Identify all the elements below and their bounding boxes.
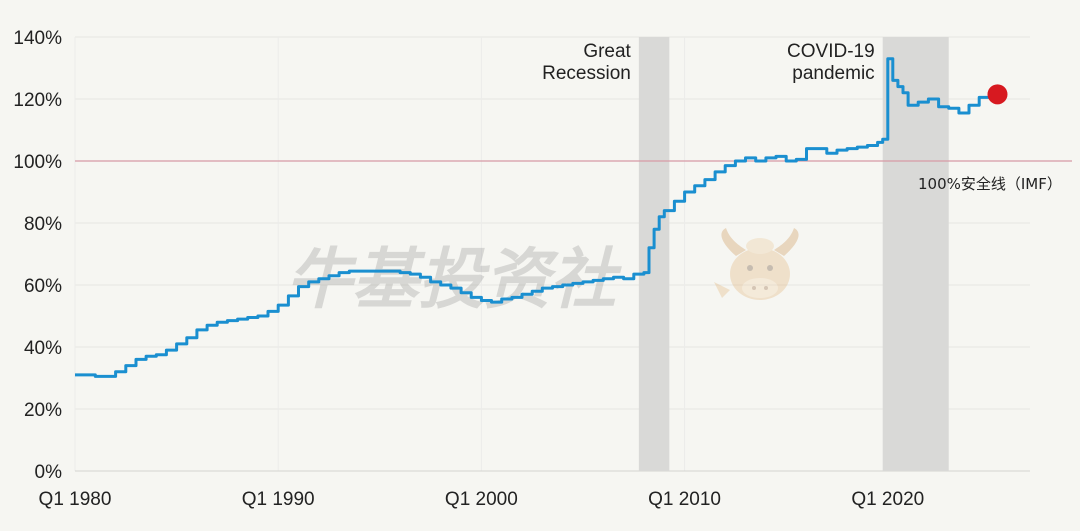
y-tick-label: 140% — [13, 28, 62, 49]
reference-line-group: 100%安全线（IMF） — [75, 160, 1072, 193]
watermark-text: 牛基投资社 — [286, 241, 622, 318]
shaded-region-label: Recession — [542, 63, 631, 84]
x-tick-label: Q1 2020 — [851, 489, 924, 510]
y-tick-label: 40% — [24, 338, 62, 359]
x-axis: Q1 1980 Q1 1990 Q1 2000 Q1 2010 Q1 2020 — [39, 489, 925, 510]
shaded-region-label: COVID-19 — [787, 41, 875, 62]
shaded-region-1 — [882, 37, 949, 471]
grid — [74, 36, 1030, 472]
y-tick-label: 120% — [13, 90, 62, 111]
x-tick-label: Q1 2000 — [445, 489, 518, 510]
x-tick-label: Q1 2010 — [648, 489, 721, 510]
reference-line-label: 100%安全线（IMF） — [918, 175, 1062, 193]
x-tick-label: Q1 1980 — [39, 489, 112, 510]
series-layer — [75, 57, 1008, 378]
y-tick-label: 20% — [24, 400, 62, 421]
watermark: 牛基投资社 — [286, 228, 799, 318]
y-tick-label: 100% — [13, 152, 62, 173]
y-tick-label: 80% — [24, 214, 62, 235]
shaded-region-label: Great — [583, 41, 631, 62]
shaded-region-0 — [638, 37, 670, 471]
y-tick-label: 0% — [35, 462, 63, 483]
bull-mascot-icon — [714, 228, 799, 300]
series-end-marker — [987, 84, 1008, 105]
shaded-region-label: pandemic — [792, 63, 874, 84]
series-line-0 — [75, 57, 999, 378]
y-tick-label: 60% — [24, 276, 62, 297]
shaded-regions — [638, 37, 949, 471]
y-axis: 0% 20% 40% 60% 80% 100% 120% 140% — [13, 28, 62, 483]
x-tick-label: Q1 1990 — [242, 489, 315, 510]
